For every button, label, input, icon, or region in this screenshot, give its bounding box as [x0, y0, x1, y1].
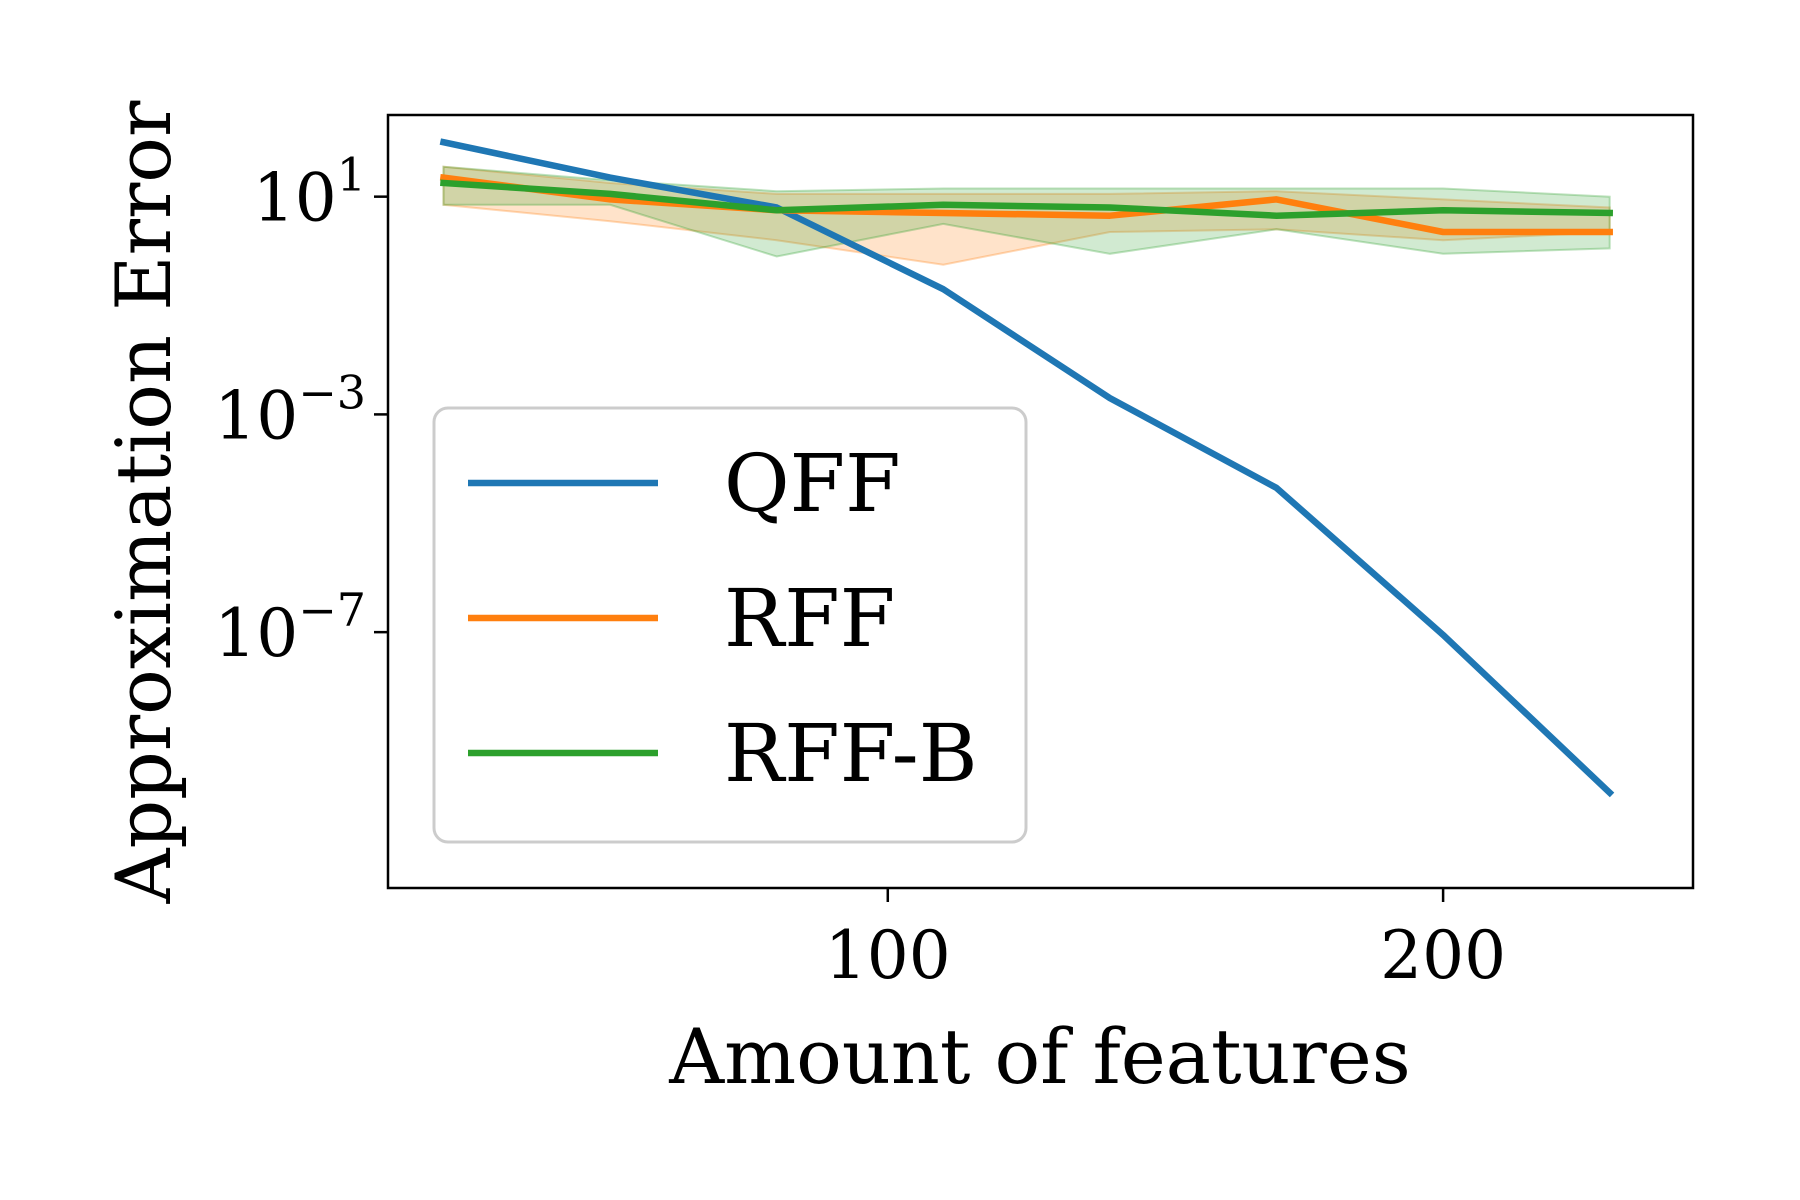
y-tick-label--7: 10−7: [214, 583, 366, 672]
series-line-qff: [439, 138, 1615, 798]
legend-label-rff-b: RFF-B: [724, 707, 977, 800]
x-axis: 100 200: [825, 888, 1506, 994]
series-lines: [439, 138, 1615, 798]
y-axis: 101 10−3 10−7: [214, 148, 388, 672]
x-tick-label-100: 100: [825, 917, 951, 994]
legend: QFF RFF RFF-B: [432, 406, 1028, 844]
series-line-rff: [439, 173, 1613, 236]
series-line-rff-b: [440, 179, 1614, 219]
x-axis-title: Amount of features: [668, 1012, 1411, 1101]
y-tick-label-1: 101: [253, 148, 366, 237]
x-tick-label-200: 200: [1380, 917, 1506, 994]
legend-items: QFF RFF RFF-B: [468, 437, 977, 800]
y-tick-label--3: 10−3: [214, 365, 366, 454]
legend-label-qff: QFF: [724, 437, 901, 530]
legend-label-rff: RFF: [724, 572, 895, 665]
y-axis-title: Approximation Error: [99, 100, 188, 904]
legend-box: [432, 406, 1028, 844]
plot-frame: [386, 113, 1695, 890]
